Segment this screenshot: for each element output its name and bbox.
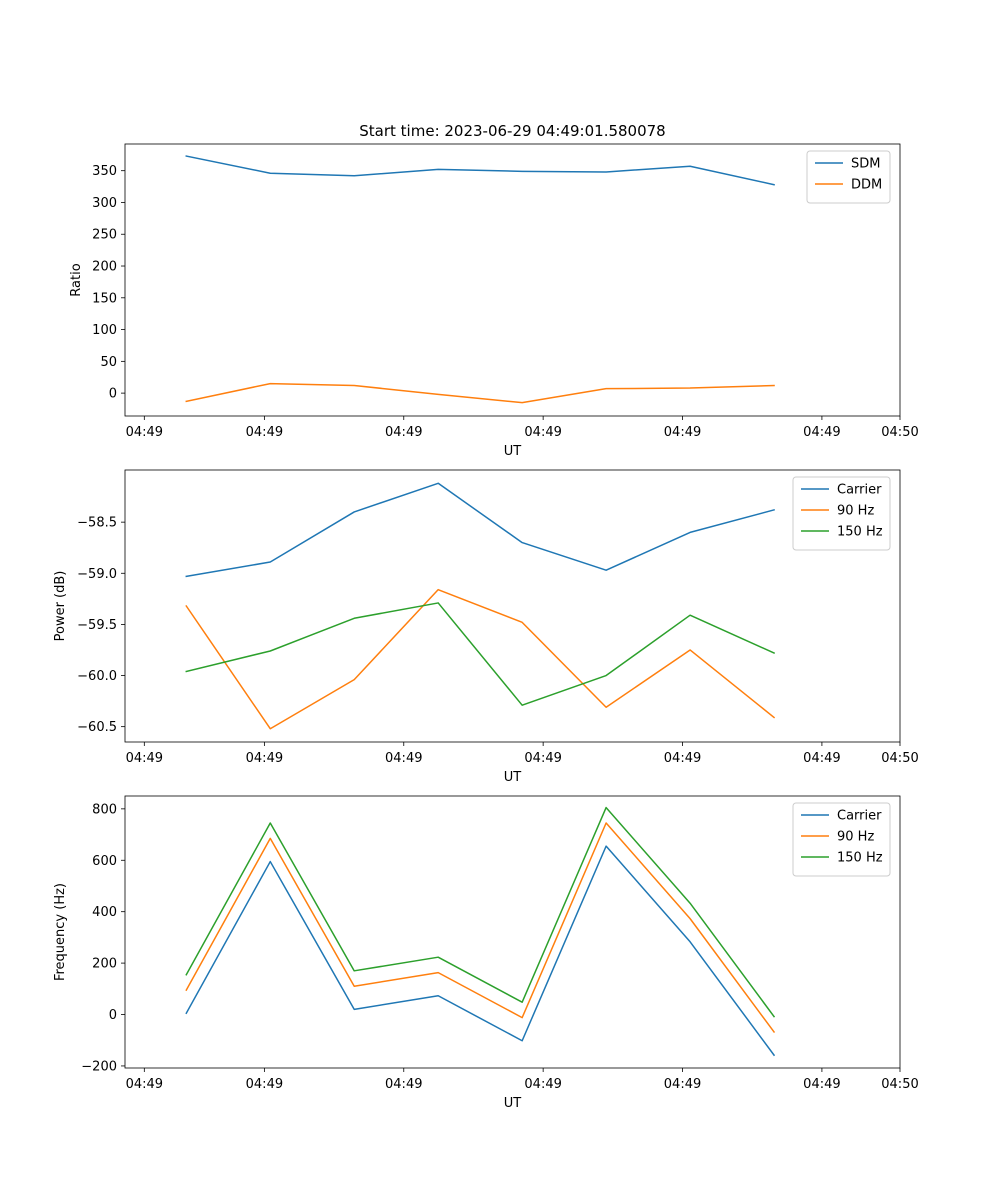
x-tick-label: 04:49 bbox=[803, 1077, 840, 1092]
x-axis-label: UT bbox=[504, 444, 522, 459]
chart-panel-2: 04:49 04:49 04:49 04:49 04:49 04:49 04:50 −60.5… bbox=[53, 469, 919, 785]
y-tick-label: −60.0 bbox=[77, 669, 117, 684]
x-tick-label: 04:49 bbox=[246, 425, 283, 440]
chart-title: Start time: 2023-06-29 04:49:01.580078 bbox=[359, 122, 665, 140]
x-axis-label: UT bbox=[504, 770, 522, 785]
series-line-sdm bbox=[185, 155, 775, 186]
y-tick-label: −60.5 bbox=[77, 720, 117, 735]
x-tick-label: 04:49 bbox=[385, 425, 422, 440]
y-tick-label: 800 bbox=[92, 802, 117, 817]
x-tick-label: 04:50 bbox=[881, 1077, 918, 1092]
legend-label: 90 Hz bbox=[837, 504, 874, 519]
legend-label: 150 Hz bbox=[837, 525, 883, 540]
y-tick-label: −200 bbox=[81, 1059, 117, 1074]
x-tick-label: 04:50 bbox=[881, 425, 918, 440]
series-line-90-hz bbox=[185, 588, 776, 730]
series-line-carrier bbox=[185, 845, 776, 1057]
y-tick-label: 100 bbox=[92, 323, 117, 338]
x-tick-label: 04:49 bbox=[664, 1077, 701, 1092]
x-tick-label: 04:49 bbox=[126, 425, 163, 440]
legend-label: Carrier bbox=[837, 483, 882, 498]
y-tick-label: 200 bbox=[92, 957, 117, 972]
y-tick-label: −59.5 bbox=[77, 618, 117, 633]
y-axis-label: Ratio bbox=[69, 263, 84, 296]
y-tick-label: 350 bbox=[92, 164, 117, 179]
x-tick-label: 04:49 bbox=[524, 1077, 561, 1092]
x-tick-label: 04:49 bbox=[385, 1077, 422, 1092]
axes-frame bbox=[124, 469, 901, 743]
x-tick-label: 04:49 bbox=[385, 751, 422, 766]
legend-label: 90 Hz bbox=[837, 830, 874, 845]
y-tick-label: 400 bbox=[92, 905, 117, 920]
x-tick-label: 04:49 bbox=[803, 425, 840, 440]
y-tick-label: 50 bbox=[100, 355, 117, 370]
legend-label: 150 Hz bbox=[837, 851, 883, 866]
x-tick-label: 04:49 bbox=[524, 751, 561, 766]
y-tick-label: 300 bbox=[92, 196, 117, 211]
y-tick-label: −59.0 bbox=[77, 567, 117, 582]
x-tick-label: 04:49 bbox=[664, 751, 701, 766]
x-axis-label: UT bbox=[504, 1096, 522, 1111]
series-line-90-hz bbox=[185, 822, 776, 1034]
series-line-ddm bbox=[185, 382, 775, 404]
x-tick-label: 04:49 bbox=[246, 1077, 283, 1092]
x-tick-label: 04:49 bbox=[664, 425, 701, 440]
chart-panel-1: 04:49 04:49 04:49 04:49 04:49 04:49 04:50 0 50 10… bbox=[69, 143, 919, 459]
x-tick-label: 04:49 bbox=[246, 751, 283, 766]
y-axis-label: Power (dB) bbox=[53, 571, 68, 642]
series-line-carrier bbox=[185, 482, 775, 578]
x-tick-label: 04:50 bbox=[881, 751, 918, 766]
x-tick-label: 04:49 bbox=[126, 1077, 163, 1092]
legend-box bbox=[806, 150, 891, 204]
y-axis-label: Frequency (Hz) bbox=[53, 883, 68, 981]
y-tick-label: 600 bbox=[92, 854, 117, 869]
series-line-150-hz bbox=[185, 602, 776, 706]
legend-label: SDM bbox=[851, 157, 880, 172]
y-tick-label: 200 bbox=[92, 260, 117, 275]
legend-label: Carrier bbox=[837, 809, 882, 824]
x-tick-label: 04:49 bbox=[126, 751, 163, 766]
y-tick-label: 250 bbox=[92, 228, 117, 243]
chart-panel-3: 04:49 04:49 04:49 04:49 04:49 04:49 04:50 −200 0… bbox=[53, 795, 919, 1111]
y-tick-label: −58.5 bbox=[77, 516, 117, 531]
series-line-150-hz bbox=[185, 806, 776, 1018]
y-tick-label: 0 bbox=[109, 387, 117, 402]
x-tick-label: 04:49 bbox=[803, 751, 840, 766]
y-tick-label: 0 bbox=[109, 1008, 117, 1023]
axes-frame bbox=[124, 795, 901, 1069]
legend-label: DDM bbox=[851, 178, 882, 193]
y-tick-label: 150 bbox=[92, 291, 117, 306]
axes-frame bbox=[124, 143, 901, 417]
x-tick-label: 04:49 bbox=[524, 425, 561, 440]
